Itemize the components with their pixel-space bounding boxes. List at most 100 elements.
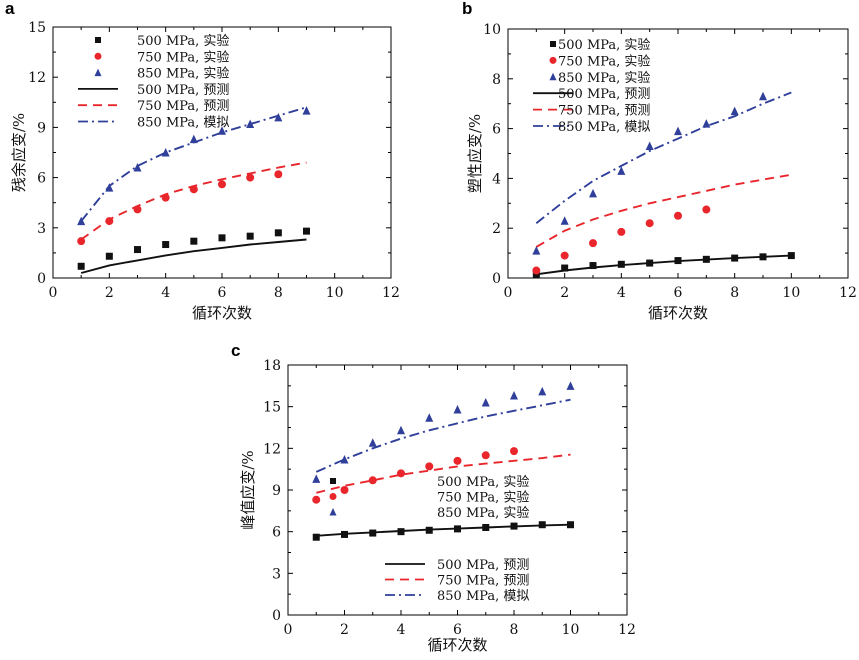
x-tick-label: 8: [730, 285, 739, 301]
series-line-dash: [80, 161, 307, 241]
x-axis-label: 循环次数: [192, 304, 252, 322]
data-point-square: [77, 262, 85, 270]
legend-label: 500 MPa, 实验: [137, 33, 229, 49]
y-tick-label: 10: [483, 22, 501, 38]
data-point-circle: [368, 476, 377, 485]
data-point-circle: [312, 495, 321, 504]
data-point-circle: [645, 219, 654, 228]
legend-label: 750 MPa, 预测: [437, 574, 529, 589]
data-point-triangle: [566, 381, 575, 390]
x-tick-label: 8: [274, 285, 283, 301]
series-line-solid: [316, 523, 571, 537]
x-tick-label: 10: [782, 285, 800, 301]
series-line-dashdot: [535, 91, 792, 224]
series-line-solid: [536, 254, 792, 276]
data-point-circle: [77, 237, 86, 246]
x-tick-label: 2: [105, 285, 114, 301]
legend-label: 750 MPa, 预测: [558, 104, 650, 119]
data-point-square: [105, 252, 113, 260]
data-point-triangle: [453, 404, 462, 414]
data-point-square: [312, 533, 320, 541]
x-tick-label: 0: [284, 622, 293, 638]
data-point-circle: [702, 205, 711, 214]
data-point-triangle: [481, 398, 490, 407]
data-point-triangle: [759, 91, 767, 101]
data-point-circle: [161, 193, 170, 202]
y-tick-label: 2: [492, 221, 501, 237]
data-point-square: [425, 526, 433, 534]
data-point-circle: [105, 217, 114, 226]
y-axis-label: 残余应变/%: [10, 113, 28, 192]
series-line-solid: [80, 238, 307, 274]
data-point-square: [674, 257, 682, 265]
data-point-square: [759, 253, 767, 261]
y-axis-label: 塑性应变/%: [466, 114, 484, 193]
x-tick-label: 2: [560, 285, 569, 301]
legend-label: 850 MPa, 模拟: [558, 120, 650, 135]
y-tick-label: 6: [492, 122, 501, 138]
y-tick-label: 6: [272, 525, 281, 541]
x-tick-label: 4: [397, 622, 406, 638]
data-point-square: [341, 530, 348, 538]
legend-marker-square: [330, 478, 336, 484]
data-point-triangle: [617, 166, 626, 175]
x-tick-label: 8: [510, 622, 519, 638]
legend-label: 750 MPa, 实验: [437, 490, 529, 506]
legend-marker-square: [550, 41, 556, 47]
data-point-triangle: [397, 425, 405, 435]
data-point-square: [510, 522, 518, 530]
panel-letter: a: [5, 0, 15, 18]
data-point-circle: [274, 170, 283, 179]
data-point-circle: [397, 469, 405, 478]
data-point-circle: [218, 180, 226, 189]
data-point-circle: [340, 486, 349, 494]
data-point-circle: [189, 185, 198, 194]
x-tick-label: 12: [618, 622, 636, 638]
data-point-triangle: [560, 216, 569, 225]
data-point-triangle: [312, 474, 321, 483]
legend-marker-circle: [329, 493, 337, 500]
data-point-square: [134, 246, 141, 254]
y-tick-label: 18: [263, 358, 281, 374]
data-point-circle: [532, 266, 541, 275]
y-tick-label: 12: [28, 70, 46, 86]
y-tick-label: 0: [492, 271, 501, 287]
data-point-triangle: [589, 188, 597, 198]
legend-label: 850 MPa, 模拟: [137, 116, 229, 131]
data-point-triangle: [645, 141, 654, 151]
legend-marker-triangle: [549, 72, 557, 81]
data-point-square: [274, 229, 282, 237]
data-point-triangle: [77, 216, 86, 226]
series-line-dashdot: [315, 398, 571, 473]
data-point-circle: [510, 447, 518, 456]
x-tick-label: 0: [504, 285, 513, 301]
x-tick-label: 6: [453, 622, 462, 638]
data-point-square: [589, 262, 597, 270]
legend-label: 500 MPa, 实验: [558, 37, 650, 53]
data-point-triangle: [133, 163, 142, 172]
data-point-square: [617, 260, 625, 268]
y-tick-label: 0: [37, 271, 46, 287]
data-point-circle: [246, 173, 255, 182]
legend-label: 850 MPa, 实验: [558, 70, 650, 86]
data-point-triangle: [368, 438, 377, 447]
data-point-triangle: [218, 126, 226, 135]
data-point-triangle: [674, 126, 682, 136]
data-point-triangle: [340, 454, 349, 464]
data-point-triangle: [532, 246, 541, 255]
legend-label: 500 MPa, 预测: [558, 87, 650, 102]
data-point-circle: [481, 451, 490, 460]
legend-label: 850 MPa, 实验: [437, 505, 529, 521]
panel-letter: b: [462, 0, 472, 18]
data-point-square: [190, 237, 198, 245]
chart-panel-c: c 0 2 4 6 8 10 12 0 3 6 9 12 15 18 循环次数 峰值应变/% 500 MPa, 实…: [231, 341, 636, 654]
x-tick-label: 12: [839, 285, 857, 301]
data-point-triangle: [189, 134, 198, 144]
legend-marker-square: [95, 37, 101, 43]
legend-label: 500 MPa, 实验: [437, 474, 529, 490]
